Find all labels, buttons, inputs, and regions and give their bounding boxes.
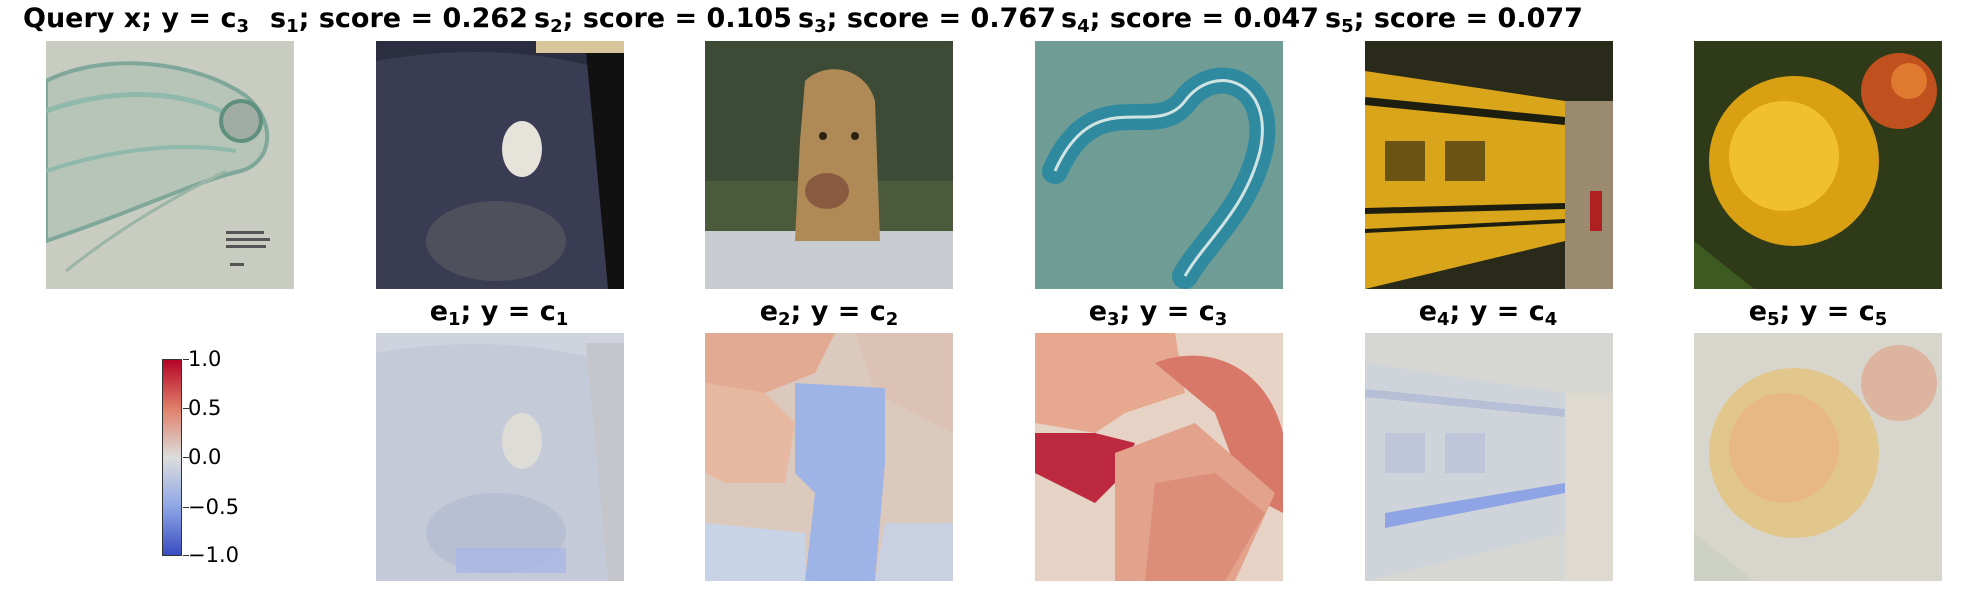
explanation-5-heatmap <box>1694 333 1942 581</box>
sample-4-title: s4; score = 0.047 <box>1061 3 1319 38</box>
sample-2-title: s2; score = 0.105 <box>534 3 792 38</box>
colorbar-tick-label: 0.5 <box>188 396 222 420</box>
explanation-3-heatmap <box>1035 333 1283 581</box>
colorbar-tick-label: −0.5 <box>188 495 239 519</box>
explanation-4-heatmap <box>1365 333 1613 581</box>
explanation-3-title: e3; y = c3 <box>1088 296 1228 331</box>
colorbar-tick-label: −1.0 <box>188 543 239 567</box>
sample-4-image <box>1365 41 1613 289</box>
explanation-1-heatmap <box>376 333 624 581</box>
explanation-1-title: e1; y = c1 <box>429 296 569 331</box>
colorbar-tick-label: 1.0 <box>188 347 222 371</box>
sample-1-title: s1; score = 0.262 <box>270 3 528 38</box>
sample-2-image <box>705 41 953 289</box>
sample-3-title: s3; score = 0.767 <box>798 3 1056 38</box>
query-image <box>46 41 294 289</box>
colorbar <box>162 359 182 556</box>
explanation-4-title: e4; y = c4 <box>1418 296 1558 331</box>
explanation-5-title: e5; y = c5 <box>1748 296 1888 331</box>
sample-5-title: s5; score = 0.077 <box>1325 3 1583 38</box>
sample-5-image <box>1694 41 1942 289</box>
colorbar-tick-label: 0.0 <box>188 445 222 469</box>
sample-3-image <box>1035 41 1283 289</box>
query-title: Query x; y = c3 <box>23 3 249 38</box>
sample-1-image <box>376 41 624 289</box>
explanation-2-heatmap <box>705 333 953 581</box>
explanation-2-title: e2; y = c2 <box>759 296 899 331</box>
